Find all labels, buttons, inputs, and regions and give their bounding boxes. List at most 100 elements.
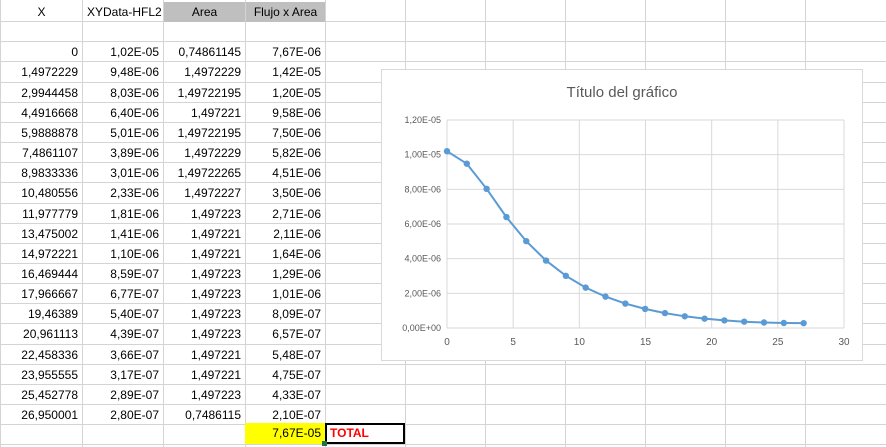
- data-cell[interactable]: 1,497221: [190, 106, 241, 120]
- data-cell[interactable]: 10,480556: [21, 186, 78, 200]
- data-cell[interactable]: 1,02E-05: [110, 45, 159, 59]
- data-cell[interactable]: 2,89E-07: [110, 388, 159, 402]
- data-point: [443, 148, 451, 155]
- data-cell[interactable]: 7,50E-06: [272, 126, 321, 140]
- data-cell[interactable]: 4,33E-07: [272, 388, 321, 402]
- fill-handle[interactable]: [322, 441, 327, 446]
- data-cell[interactable]: 1,497223: [190, 207, 241, 221]
- header-cell[interactable]: XYData-HFL2: [87, 5, 162, 19]
- data-point: [760, 319, 768, 326]
- data-cell[interactable]: 6,40E-06: [110, 106, 159, 120]
- total-value-cell[interactable]: 7,67E-05: [245, 423, 325, 444]
- data-point: [503, 213, 510, 221]
- data-cell[interactable]: 19,46389: [27, 307, 78, 321]
- data-cell[interactable]: 1,01E-06: [272, 287, 321, 301]
- data-cell[interactable]: 6,57E-07: [272, 327, 321, 341]
- data-cell[interactable]: 1,497223: [190, 267, 241, 281]
- data-cell[interactable]: 1,497223: [190, 388, 241, 402]
- data-cell[interactable]: 1,49722265: [177, 166, 241, 180]
- data-cell[interactable]: 1,497221: [190, 348, 241, 362]
- data-cell[interactable]: 0,7486115: [185, 408, 241, 422]
- data-cell[interactable]: 1,10E-06: [110, 247, 159, 261]
- data-cell[interactable]: 4,4916668: [21, 106, 78, 120]
- data-cell[interactable]: 4,39E-07: [110, 327, 159, 341]
- data-cell[interactable]: 13,475002: [21, 227, 78, 241]
- data-cell[interactable]: 1,29E-06: [272, 267, 321, 281]
- data-cell[interactable]: 8,59E-07: [110, 267, 159, 281]
- data-cell[interactable]: 1,49722195: [177, 86, 241, 100]
- data-point: [681, 313, 688, 320]
- grid-row-line: [0, 21, 886, 22]
- data-cell[interactable]: 7,4861107: [22, 146, 78, 160]
- data-point: [661, 309, 669, 317]
- data-cell[interactable]: 2,10E-07: [272, 408, 321, 422]
- data-cell[interactable]: 1,497223: [190, 307, 241, 321]
- data-cell[interactable]: 5,82E-06: [272, 146, 321, 160]
- data-cell[interactable]: 1,497221: [190, 247, 241, 261]
- data-cell[interactable]: 1,4972229: [184, 146, 241, 160]
- data-cell[interactable]: 3,01E-06: [110, 166, 159, 180]
- data-cell[interactable]: 25,452778: [21, 388, 78, 402]
- data-cell[interactable]: 0,74861145: [178, 45, 241, 59]
- header-cell[interactable]: Flujo x Area: [246, 2, 325, 22]
- data-cell[interactable]: 1,497223: [190, 287, 241, 301]
- total-label-cell[interactable]: TOTAL: [325, 423, 405, 444]
- data-cell[interactable]: 1,497223: [190, 327, 241, 341]
- data-cell[interactable]: 1,42E-05: [272, 65, 321, 79]
- data-cell[interactable]: 1,4972227: [184, 186, 241, 200]
- data-cell[interactable]: 22,458336: [21, 348, 78, 362]
- header-cell[interactable]: X: [37, 5, 46, 19]
- data-cell[interactable]: 9,58E-06: [272, 106, 321, 120]
- data-cell[interactable]: 2,33E-06: [110, 186, 159, 200]
- data-cell[interactable]: 1,497221: [190, 227, 241, 241]
- data-cell[interactable]: 17,966667: [21, 287, 78, 301]
- data-point: [602, 293, 609, 300]
- data-cell[interactable]: 1,20E-05: [272, 86, 321, 100]
- grid-row-line: [0, 61, 886, 62]
- data-cell[interactable]: 1,81E-06: [110, 207, 159, 221]
- data-cell[interactable]: 2,9944458: [21, 86, 78, 100]
- data-cell[interactable]: 3,50E-06: [272, 186, 321, 200]
- data-cell[interactable]: 8,9833336: [21, 166, 78, 180]
- data-cell[interactable]: 8,03E-06: [110, 86, 159, 100]
- data-cell[interactable]: 1,41E-06: [110, 227, 159, 241]
- data-cell[interactable]: 4,51E-06: [272, 166, 321, 180]
- data-cell[interactable]: 5,48E-07: [272, 348, 321, 362]
- data-cell[interactable]: 9,48E-06: [110, 65, 159, 79]
- data-cell[interactable]: 6,77E-07: [110, 287, 159, 301]
- data-cell[interactable]: 1,497221: [190, 368, 241, 382]
- chart[interactable]: Título del gráfico 0,00E+00 2,00E-06 4,00E…: [381, 69, 863, 361]
- data-cell[interactable]: 1,49722195: [177, 126, 241, 140]
- grid-row-line: [0, 444, 886, 445]
- x-tick-label: 0: [444, 337, 450, 348]
- data-point: [463, 160, 471, 167]
- data-cell[interactable]: 5,9888878: [21, 126, 78, 140]
- data-cell[interactable]: 20,961113: [23, 327, 78, 341]
- data-cell[interactable]: 14,972221: [21, 247, 78, 261]
- data-cell[interactable]: 26,950001: [21, 408, 78, 422]
- data-cell[interactable]: 23,955555: [21, 368, 78, 382]
- data-cell[interactable]: 16,469444: [21, 267, 78, 281]
- data-cell[interactable]: 5,01E-06: [110, 126, 159, 140]
- data-cell[interactable]: 3,89E-06: [110, 146, 159, 160]
- data-point: [740, 318, 748, 325]
- data-cell[interactable]: 0: [71, 45, 78, 59]
- data-cell[interactable]: 2,80E-07: [110, 408, 159, 422]
- data-cell[interactable]: 3,66E-07: [110, 348, 159, 362]
- data-cell[interactable]: 11,977779: [22, 207, 78, 221]
- data-point: [641, 305, 649, 313]
- x-tick-label: 30: [838, 337, 850, 348]
- data-cell[interactable]: 8,09E-07: [272, 307, 321, 321]
- data-cell[interactable]: 4,75E-07: [272, 368, 321, 382]
- data-cell[interactable]: 1,4972229: [21, 65, 78, 79]
- data-cell[interactable]: 2,71E-06: [272, 207, 321, 221]
- data-cell[interactable]: 1,4972229: [184, 65, 241, 79]
- data-cell[interactable]: 1,64E-06: [272, 247, 321, 261]
- header-cell[interactable]: Area: [164, 2, 245, 22]
- chart-title: Título del gráfico: [566, 84, 678, 101]
- data-cell[interactable]: 5,40E-07: [110, 307, 159, 321]
- data-cell[interactable]: 2,11E-06: [273, 227, 321, 241]
- data-cell[interactable]: 3,17E-07: [110, 368, 159, 382]
- data-cell[interactable]: 7,67E-06: [272, 45, 321, 59]
- x-tick-label: 5: [510, 337, 516, 348]
